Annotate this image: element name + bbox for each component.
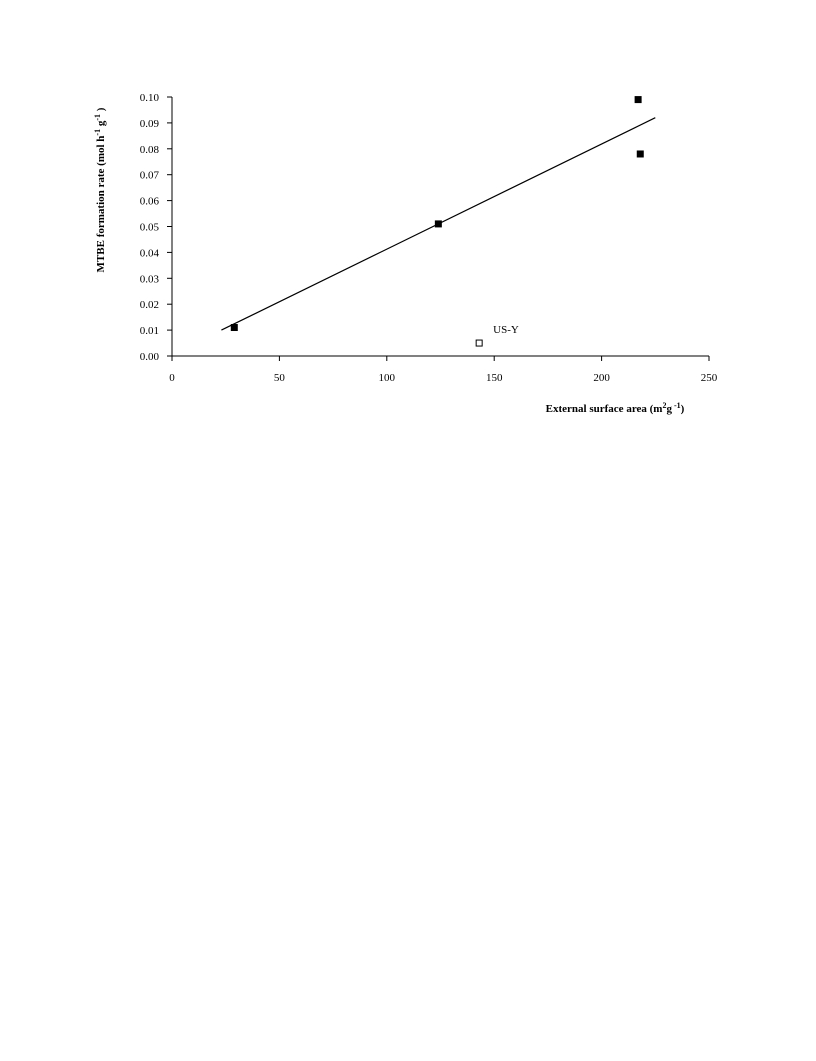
y-tick-label: 0.05 (140, 222, 160, 234)
y-tick-label: 0.03 (140, 273, 160, 285)
point (475, 339, 483, 347)
x-tick-label: 200 (593, 372, 610, 384)
y-tick-label: 0.06 (140, 196, 160, 208)
point (634, 96, 642, 104)
x-axis-label-part: -1 (672, 401, 681, 410)
x-axis-label-part: External surface area (m (546, 403, 663, 415)
x-tick-label: 0 (169, 372, 175, 384)
point (434, 220, 442, 228)
x-axis-label: External surface area (m2g -1) (546, 401, 685, 416)
y-tick-label: 0.10 (140, 92, 160, 104)
y-axis-label-part: MTBE formation rate (mol h (95, 136, 107, 273)
annotation: US-Y (493, 324, 519, 336)
y-tick-label: 0.08 (140, 144, 160, 156)
y-axis-label-part: g (95, 120, 107, 129)
y-tick-label: 0.09 (140, 118, 160, 130)
x-tick-label: 100 (379, 372, 396, 384)
point (230, 324, 238, 332)
y-tick-label: 0.02 (140, 299, 159, 311)
y-tick-label: 0.01 (140, 325, 159, 337)
x-tick-label: 150 (486, 372, 503, 384)
y-axis-label-part: -1 (93, 114, 102, 121)
y-tick-label: 0.07 (140, 170, 160, 182)
y-axis-label-part: -1 (93, 129, 102, 136)
x-axis-label-part: 2 (662, 401, 666, 410)
x-axis-label-part: ) (681, 403, 685, 415)
x-tick-label: 50 (274, 372, 286, 384)
y-axis-label: MTBE formation rate (mol h-1 g-1 ) (93, 107, 108, 272)
y-tick-label: 0.00 (140, 351, 160, 363)
y-tick-label: 0.04 (140, 247, 160, 259)
x-tick-label: 250 (701, 372, 718, 384)
y-axis-label-part: ) (95, 107, 107, 114)
x-axis-label-part: g (666, 403, 672, 415)
point (636, 150, 644, 158)
